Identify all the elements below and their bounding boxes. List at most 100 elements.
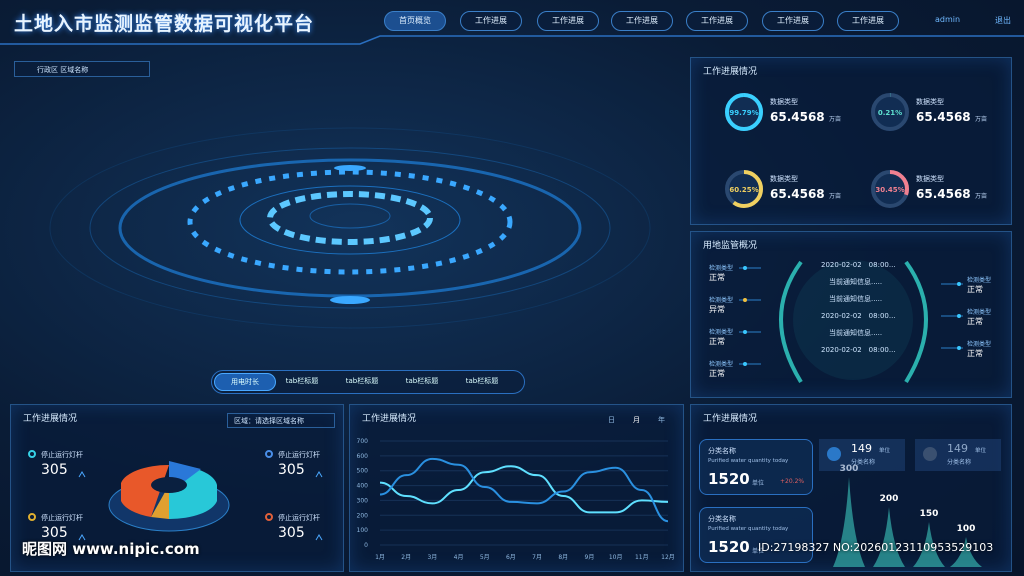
tab[interactable]: 用电时长 [214,373,276,391]
stat-icon [923,447,937,461]
hologram [49,127,651,329]
check-status: 正常 [709,273,725,282]
legend-dot [28,450,36,458]
nav-button[interactable]: 工作进展 [537,11,599,31]
x-tick-label: 9月 [585,554,595,561]
panel: 工作进展情况 300 200 150 100 分类名称 Purified water qua… [690,404,1012,572]
nav-button[interactable]: 工作进展 [460,11,522,31]
tab[interactable]: tab栏标题 [465,377,499,385]
graphic [739,260,963,384]
tab[interactable]: tab栏标题 [345,377,379,385]
pie-hole [151,477,187,493]
lamp-value: 305 [278,525,305,541]
ring-label: 30.45% [875,186,904,194]
item-value: 65.4568 [770,110,825,124]
tab-bar: 用电时长 tab栏标题 tab栏标题 tab栏标题 tab栏标题 [211,370,525,394]
x-tick-label: 5月 [480,554,490,561]
node [957,346,961,350]
stat-unit: 单位 [879,448,891,454]
region-select[interactable]: 区域：请选择区域名称 [227,413,335,428]
period-toggle[interactable]: 年 [658,416,665,424]
stat-icon [827,447,841,461]
check-type: 检测类型 [967,277,992,284]
check-status: 异常 [709,305,725,314]
node [743,266,747,270]
lamp-value: 305 [41,462,68,478]
card-change: +20.2% [780,478,805,485]
tab[interactable]: tab栏标题 [285,377,319,385]
node [743,362,747,366]
watermark: 昵图网 www.nipic.com [22,540,200,558]
pie-part [151,485,169,519]
page-title: 土地入市监测监管数据可视化平台 [14,13,315,35]
item-type: 数据类型 [916,97,944,106]
glow [793,260,913,380]
lamp-label: 停止运行灯杆 [41,514,83,522]
x-tick-label: 11月 [635,554,649,561]
graphic: 300 200 150 100 [833,464,982,567]
region-select[interactable]: 行政区 区域名称 [14,61,150,77]
graphic: 99.79% 数据类型 65.4568 万亩 0.21% 数据类型 65.4568 万亩 60.… [725,93,987,208]
node [743,298,747,302]
y-tick-label: 400 [357,483,369,490]
card-unit: 单位 [752,548,765,555]
user-name[interactable]: admin [935,15,961,24]
stat-unit: 单位 [975,448,987,454]
x-tick-label: 8月 [558,554,568,561]
item-value: 65.4568 [916,187,971,201]
nav-button[interactable]: 工作进展 [686,11,748,31]
watermark-id: ID:27198327 NO:20260123110953529103 [758,541,994,554]
card-value: 1520 [708,470,750,488]
check-status: 正常 [709,337,725,346]
line-series [379,465,669,514]
line-series [379,457,669,523]
ring-label: 0.21% [878,109,902,117]
logout[interactable]: 退出 [995,16,1011,25]
panel-title: 工作进展情况 [703,414,758,424]
item-unit: 万亩 [829,192,841,200]
card-name: 分类名称 [708,447,736,455]
peak-label: 200 [880,494,899,504]
panel: 工作进展情况 日 月 年 0 100 200 300 400 500 600 700 1月 2月 3月 4月 5… [349,404,684,572]
nav-button[interactable]: 工作进展 [762,11,824,31]
nav-button[interactable]: 工作进展 [611,11,673,31]
stat-value: 149 [851,442,872,455]
graphic: 0 100 200 300 400 500 600 700 1月 2月 3月 4月 5月 6月 7月 8月 9月… [357,438,675,561]
nav-button[interactable]: 工作进展 [837,11,899,31]
legend-dot [265,450,273,458]
up-arrow [315,534,323,541]
item-unit: 万亩 [829,115,841,123]
period-toggle[interactable]: 日 [608,416,615,424]
item-type: 数据类型 [770,174,798,183]
up-arrow [78,534,86,541]
notice: 2020-02-02 08:00... [821,312,896,320]
up-arrow [78,471,86,478]
card-name: 分类名称 [708,515,736,523]
glow-arc [779,260,803,384]
lamp-label: 停止运行灯杆 [41,451,83,459]
x-tick-label: 12月 [661,554,675,561]
tab[interactable]: tab栏标题 [405,377,439,385]
header-line [0,35,1024,45]
peak [873,507,905,567]
period-toggle[interactable]: 月 [633,416,640,424]
stat-name: 分类名称 [851,459,876,466]
notice: 当前通知信息..... [829,278,883,286]
stat-value: 149 [947,442,968,455]
panel-title: 工作进展情况 [362,414,417,424]
check-type: 检测类型 [709,297,734,304]
card-value: 1520 [708,538,750,556]
ring-value [871,170,909,208]
ring-value [725,93,763,131]
node [957,314,961,318]
panel: 工作进展情况 99.79% 数据类型 65.4568 万亩 0.21% 数据类型 65.456… [690,57,1012,225]
nav-button[interactable]: 首页概览 [384,11,446,31]
item-unit: 万亩 [975,115,987,123]
check-type: 检测类型 [709,265,734,272]
notice: 当前通知信息..... [829,329,883,337]
check-type: 检测类型 [967,309,992,316]
check-type: 检测类型 [709,361,734,368]
card-sub: Purified water quantity today [708,458,789,464]
pie-part [121,464,169,517]
